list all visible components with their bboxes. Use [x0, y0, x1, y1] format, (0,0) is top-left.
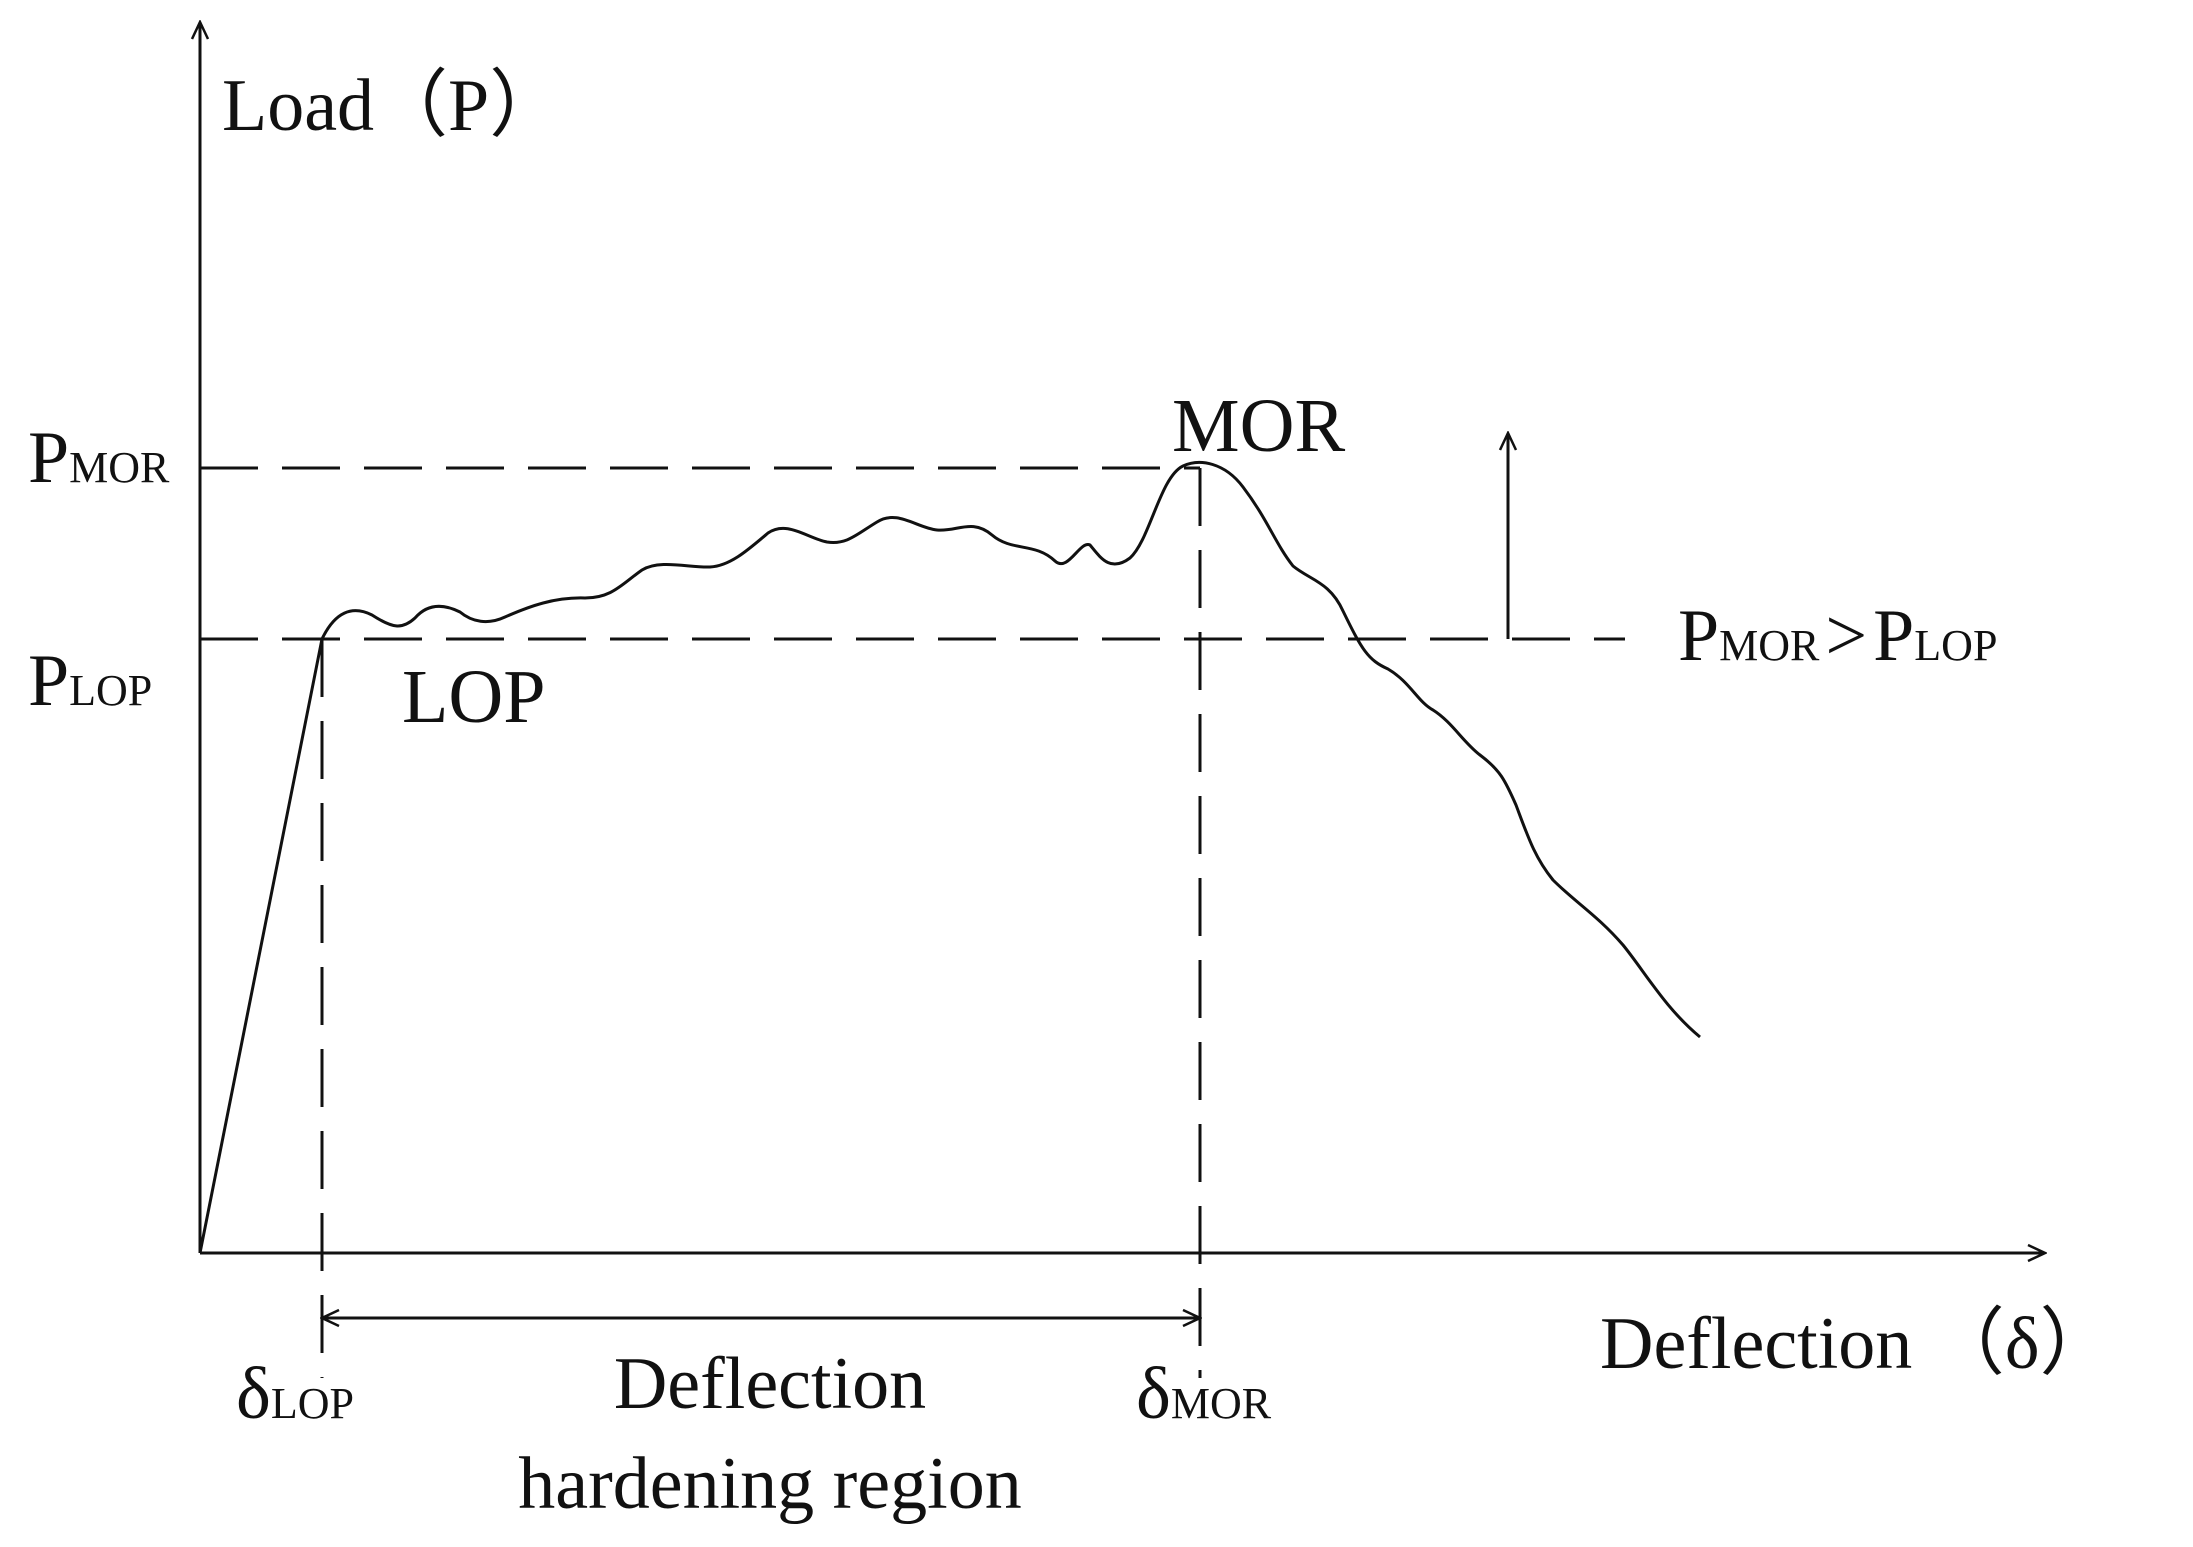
region-label-line1: Deflection: [614, 1343, 926, 1425]
lop-label: LOP: [402, 655, 546, 739]
region-label-line2: hardening region: [518, 1443, 1021, 1525]
delta-mor-tick-label: δMOR: [1136, 1353, 1272, 1435]
comparison-label: PMOR>PLOP: [1678, 595, 1997, 677]
delta-lop-tick-label: δLOP: [236, 1353, 354, 1435]
load-deflection-curve: [198, 461, 1701, 1254]
x-axis-label: Deflection （δ）: [1600, 1303, 2114, 1385]
mor-label: MOR: [1172, 384, 1345, 468]
p-lop-tick-label: PLOP: [28, 640, 152, 722]
p-mor-tick-label: PMOR: [28, 417, 170, 499]
y-axis-label: Load（P）: [222, 65, 563, 147]
